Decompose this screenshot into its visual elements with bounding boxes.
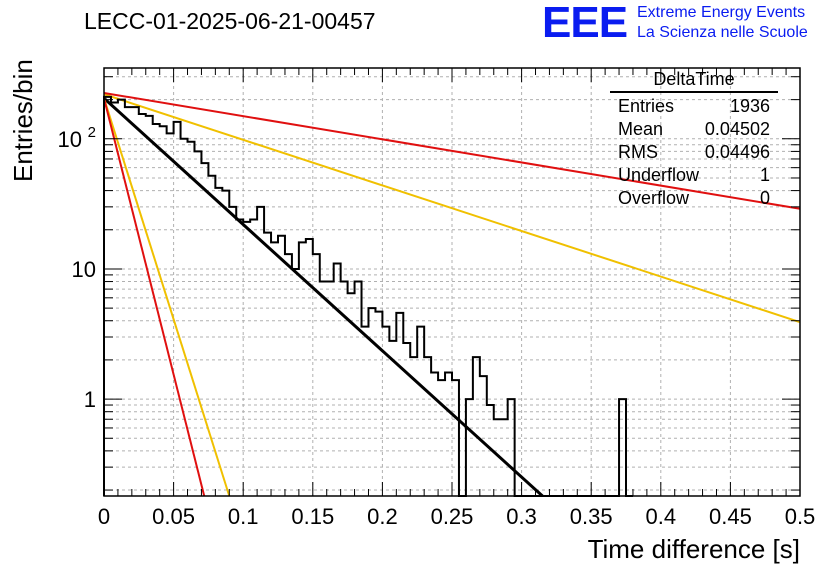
y-axis-label: Entries/bin [8,59,38,182]
x-tick-label: 0.35 [570,504,613,529]
stats-row: Underflow 1 [610,164,778,187]
fit-curve [103,91,801,210]
y-tick-exponent: 2 [88,124,96,141]
stats-label: Mean [618,119,664,139]
fit-curve [102,97,544,498]
axis-ticks [103,68,801,496]
stats-row: RMS 0.04496 [610,141,778,164]
fit-curves [102,91,801,498]
x-tick-label: 0.4 [646,504,677,529]
logo-caption: Extreme Energy Events La Scienza nelle S… [637,3,808,43]
stats-value: 1 [759,165,770,185]
y-tick-label: 1 [84,387,96,412]
stats-row: Entries 1936 [610,95,778,118]
stats-row: Mean 0.04502 [610,118,778,141]
x-tick-label: 0 [98,504,110,529]
x-axis-label: Time difference [s] [587,534,800,564]
x-tick-label: 0.15 [291,504,334,529]
stats-value: 0.04502 [704,119,770,139]
fit-curve [103,93,801,324]
eee-logo: EEE [542,0,628,47]
stats-label: Entries [618,96,675,116]
page-title: LECC-01-2025-06-21-00457 [84,8,376,34]
stats-row: Overflow 0 [610,187,778,210]
y-tick-label: 10 [72,257,96,282]
logo-line-2: La Scienza nelle Scuole [637,24,808,41]
stats-box: DeltaTime Entries 1936 Mean 0.04502 RMS 0.0… [610,68,778,210]
x-tick-label: 0.1 [228,504,259,529]
stats-value: 1936 [729,96,770,116]
x-tick-label: 0.3 [506,504,537,529]
fit-curve [103,97,231,497]
x-tick-label: 0.45 [709,504,752,529]
x-tick-label: 0.25 [431,504,474,529]
x-tick-label: 0.5 [785,504,816,529]
x-tick-label: 0.2 [367,504,398,529]
x-tick-label: 0.05 [152,504,195,529]
y-tick-label: 10 [58,127,82,152]
fit-curve [103,97,206,497]
logo-line-1: Extreme Energy Events [637,4,806,21]
stats-label: RMS [618,142,658,162]
stats-label: Underflow [618,165,700,185]
stats-value: 0 [759,188,770,208]
grid [104,68,800,496]
stats-label: Overflow [618,188,690,208]
histogram [103,95,633,497]
stats-value: 0.04496 [704,142,770,162]
tick-labels: 0 0.05 0.1 0.15 0.2 0.25 0.3 0.35 0.4 0.45 0.51101… [58,124,816,529]
stats-title: DeltaTime [610,68,778,93]
